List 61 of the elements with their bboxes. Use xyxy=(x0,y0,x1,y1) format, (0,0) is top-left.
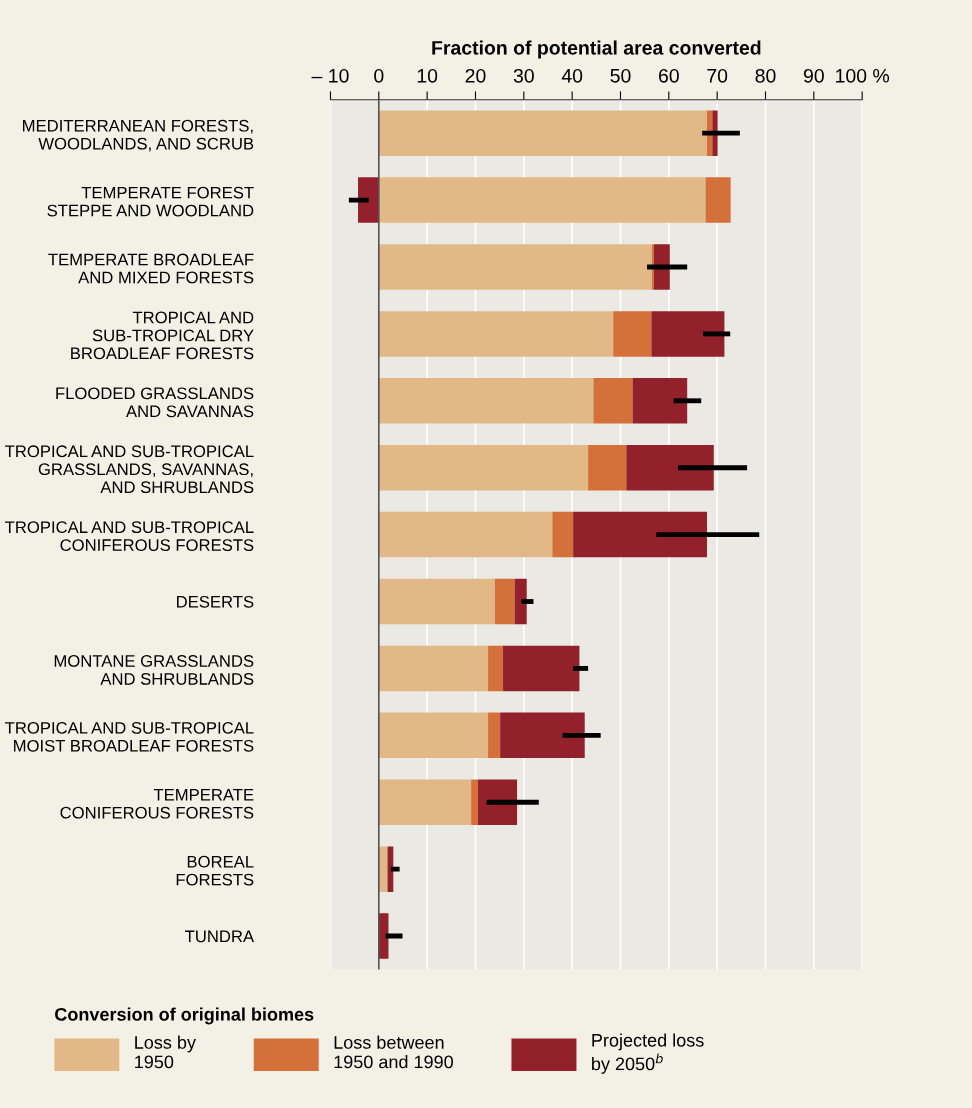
x-tick-label: 40 xyxy=(561,68,583,83)
bar xyxy=(653,244,670,290)
x-tick-label: 10 xyxy=(417,68,438,83)
bar xyxy=(503,645,580,692)
bar xyxy=(514,578,527,625)
x-tick-label: 80 xyxy=(755,68,776,83)
x-tick-label: 100 % xyxy=(836,68,890,83)
y-tick-label: TUNDRA xyxy=(185,930,255,943)
legend-label: Projected loss by 2050$^{b}$ xyxy=(592,1033,704,1074)
x-tick-label: 70 xyxy=(707,68,728,83)
x-tick-label: 0 xyxy=(374,68,384,83)
bar xyxy=(705,177,731,223)
x-tick-label: – 10 xyxy=(311,68,349,83)
y-tick-label: TROPICAL AND SUB-TROPICAL MOIST BROADLEAF FORESTS xyxy=(5,721,254,752)
y-tick-label: MONTANE GRASSLANDS AND SHRUBLANDS xyxy=(54,655,254,685)
y-tick-label: TROPICAL AND SUB-TROPICAL GRASSLANDS, SAVANNAS, AND SHRUBLANDS xyxy=(5,445,254,494)
y-tick-label: BOREAL FORESTS xyxy=(176,855,254,886)
bar xyxy=(488,645,504,692)
bar xyxy=(494,578,515,625)
bar xyxy=(488,712,501,759)
x-tick-label: 60 xyxy=(659,68,679,83)
y-tick-label: TROPICAL AND SUB-TROPICAL CONIFEROUS FORESTS xyxy=(5,521,254,551)
bar xyxy=(358,177,379,223)
y-tick-label: FLOODED GRASSLANDS AND SAVANNAS xyxy=(56,387,254,418)
bar xyxy=(378,177,706,223)
x-tick-label: 50 xyxy=(610,68,631,83)
bar xyxy=(651,311,725,357)
bar xyxy=(378,244,652,290)
bar xyxy=(632,378,688,424)
bar xyxy=(613,311,652,357)
y-tick-label: MEDITERRANEAN FORESTS, WOODLANDS, AND SCRUB xyxy=(23,119,254,152)
bar xyxy=(378,645,489,692)
x-tick-label: 20 xyxy=(465,68,486,83)
legend-title: Conversion of original biomes xyxy=(55,1007,314,1025)
bar xyxy=(378,110,708,156)
bar xyxy=(378,378,594,424)
bar xyxy=(552,511,574,558)
bar xyxy=(378,578,495,625)
bar xyxy=(593,378,633,424)
bar xyxy=(378,311,614,357)
x-tick-label: 30 xyxy=(513,68,534,83)
legend-label: Loss between 1950 and 1990 xyxy=(334,1035,453,1069)
y-tick-label: DESERTS xyxy=(177,595,254,608)
bar xyxy=(573,511,708,558)
y-tick-label: TEMPERATE BROADLEAF AND MIXED FORESTS xyxy=(48,253,254,284)
y-tick-label: TROPICAL AND SUB-TROPICAL DRY BROADLEAF FORESTS xyxy=(71,311,254,360)
bar xyxy=(378,444,589,491)
bar xyxy=(626,444,714,491)
x-axis-title: Fraction of potential area converted xyxy=(432,40,761,59)
bar xyxy=(378,712,489,759)
bar xyxy=(477,779,518,825)
bar xyxy=(378,846,388,892)
x-tick-label: 90 xyxy=(803,68,824,83)
y-tick-label: TEMPERATE CONIFEROUS FORESTS xyxy=(60,789,254,819)
bar xyxy=(471,779,478,825)
bar xyxy=(378,511,553,558)
bar xyxy=(378,779,472,825)
bar xyxy=(588,444,627,491)
legend-label: Loss by 1950 xyxy=(135,1035,196,1069)
y-tick-label: TEMPERATE FOREST STEPPE AND WOODLAND xyxy=(47,186,254,217)
bar xyxy=(500,712,585,759)
